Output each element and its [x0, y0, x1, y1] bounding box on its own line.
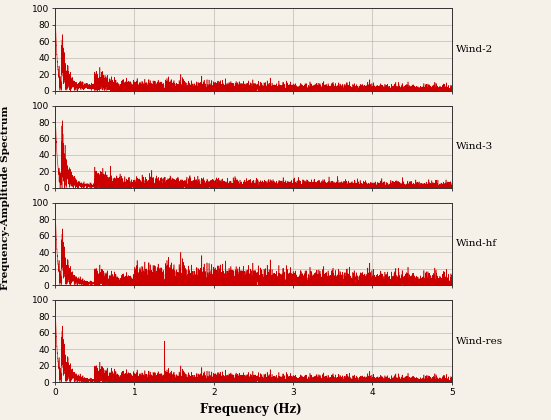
Text: Frequency (Hz): Frequency (Hz): [200, 403, 301, 416]
Text: Wind-3: Wind-3: [456, 142, 493, 151]
Text: Wind-2: Wind-2: [456, 45, 493, 54]
Text: Wind-res: Wind-res: [456, 336, 503, 346]
Text: Wind-hf: Wind-hf: [456, 239, 497, 248]
Text: Frequency-Amplitude Spectrum: Frequency-Amplitude Spectrum: [1, 105, 10, 289]
